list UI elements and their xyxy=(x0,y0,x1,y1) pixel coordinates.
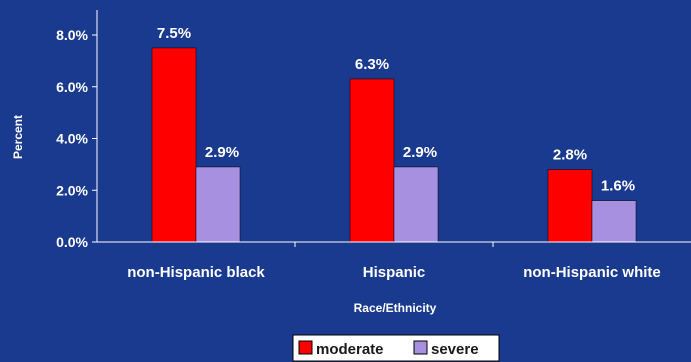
bar-severe-2 xyxy=(591,200,637,243)
legend-label-moderate: moderate xyxy=(316,341,384,358)
legend-label-severe: severe xyxy=(431,341,479,358)
legend: moderate severe xyxy=(292,334,500,362)
y-ticks-group: 0.0% 2.0% 4.0% 6.0% 8.0% xyxy=(56,27,97,250)
bar-severe-1 xyxy=(393,166,439,243)
x-categories-group: non-Hispanic black Hispanic non-Hispanic w… xyxy=(127,264,661,281)
data-label-moderate-0: 7.5% xyxy=(157,25,191,42)
bar-severe-0 xyxy=(195,166,241,243)
axes-group xyxy=(96,10,691,247)
x-axis-title: Race/Ethnicity xyxy=(354,301,437,315)
x-category-label: non-Hispanic white xyxy=(523,264,661,281)
x-category-label: non-Hispanic black xyxy=(127,264,265,281)
y-axis-title: Percent xyxy=(11,115,25,159)
data-label-moderate-2: 2.8% xyxy=(553,147,587,164)
bars-group xyxy=(151,47,637,243)
legend-box xyxy=(292,334,500,362)
bar-moderate-2 xyxy=(547,169,593,243)
y-tick-label: 2.0% xyxy=(56,182,88,198)
data-label-moderate-1: 6.3% xyxy=(355,56,389,73)
y-tick-label: 4.0% xyxy=(56,131,88,147)
x-category-label: Hispanic xyxy=(363,264,426,281)
legend-swatch-moderate xyxy=(298,340,313,355)
y-tick-label: 8.0% xyxy=(56,27,88,43)
data-label-severe-1: 2.9% xyxy=(403,144,437,161)
legend-swatch-severe xyxy=(413,340,428,355)
data-labels-group: 7.5% 2.9% 6.3% 2.9% 2.8% 1.6% xyxy=(157,25,635,195)
data-label-severe-2: 1.6% xyxy=(601,178,635,195)
bar-moderate-1 xyxy=(349,78,395,243)
y-tick-label: 0.0% xyxy=(56,234,88,250)
y-tick-label: 6.0% xyxy=(56,79,88,95)
data-label-severe-0: 2.9% xyxy=(205,144,239,161)
bar-moderate-0 xyxy=(151,47,197,243)
